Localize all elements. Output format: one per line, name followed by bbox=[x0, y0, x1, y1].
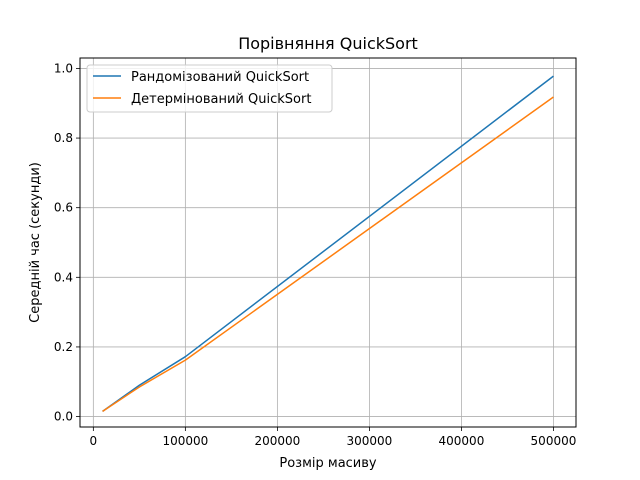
x-tick-label: 300000 bbox=[347, 434, 393, 448]
x-tick-label: 100000 bbox=[162, 434, 208, 448]
series-line-1 bbox=[102, 96, 554, 412]
x-axis-ticks: 0 100000 200000 300000 400000 500000 bbox=[90, 427, 577, 448]
y-tick-label: 0.8 bbox=[54, 131, 73, 145]
legend-label-1: Детермінований QuickSort bbox=[131, 92, 311, 107]
x-tick-label: 0 bbox=[90, 434, 98, 448]
legend-label-0: Рандомізований QuickSort bbox=[131, 70, 309, 85]
y-tick-label: 0.2 bbox=[54, 340, 73, 354]
x-tick-label: 400000 bbox=[439, 434, 485, 448]
y-tick-label: 0.4 bbox=[54, 270, 73, 284]
grid bbox=[80, 58, 576, 427]
y-tick-label: 0.0 bbox=[54, 410, 73, 424]
x-tick-label: 200000 bbox=[254, 434, 300, 448]
plot-frame bbox=[79, 57, 577, 428]
x-axis-label: Розмір масиву bbox=[279, 456, 377, 471]
y-tick-label: 1.0 bbox=[54, 61, 73, 75]
x-tick-label: 500000 bbox=[531, 434, 577, 448]
y-axis-label: Середній час (секунди) bbox=[28, 162, 43, 323]
y-tick-label: 0.6 bbox=[54, 201, 73, 215]
chart-title: Порівняння QuickSort bbox=[238, 34, 418, 53]
y-axis-ticks: 0.0 0.2 0.4 0.6 0.8 1.0 bbox=[54, 61, 80, 424]
series-lines bbox=[102, 75, 554, 412]
legend-box bbox=[86, 64, 333, 113]
legend: Рандомізований QuickSort Детермінований Q… bbox=[86, 64, 333, 113]
